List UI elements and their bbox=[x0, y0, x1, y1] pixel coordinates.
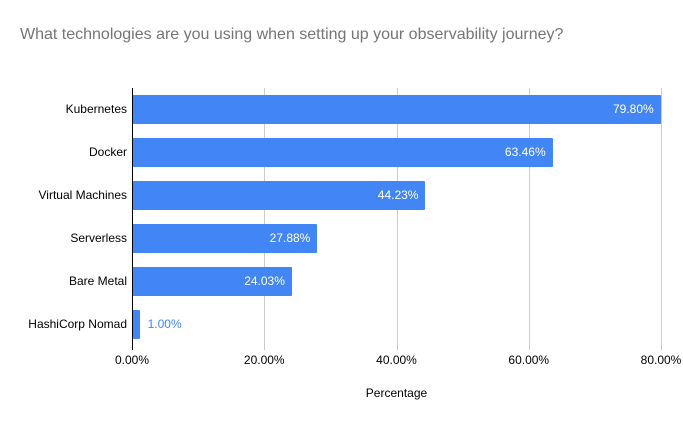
bar-row: 1.00% bbox=[133, 303, 662, 346]
chart-title: What technologies are you using when set… bbox=[20, 26, 564, 43]
category-label: Virtual Machines bbox=[38, 188, 128, 202]
bar bbox=[133, 310, 140, 339]
category-label: Kubernetes bbox=[65, 102, 127, 116]
gridline bbox=[264, 88, 266, 350]
bar-value-label: 27.88% bbox=[269, 231, 311, 245]
x-tick-label: 60.00% bbox=[508, 353, 550, 367]
bar bbox=[133, 95, 661, 124]
plot-area: 79.80% 63.46% 44.23% 27.88% 24.03% 1.00% bbox=[132, 88, 662, 350]
category-label: Bare Metal bbox=[68, 274, 127, 288]
bar-row: 27.88% bbox=[133, 217, 662, 260]
x-tick-label: 40.00% bbox=[376, 353, 417, 367]
category-label: HashiCorp Nomad bbox=[28, 317, 127, 331]
bar bbox=[133, 224, 318, 253]
bar-row: 24.03% bbox=[133, 260, 662, 303]
x-tick-label: 80.00% bbox=[640, 353, 682, 367]
bar-value-label: 63.46% bbox=[504, 145, 546, 159]
gridline bbox=[528, 88, 530, 350]
bar bbox=[133, 267, 292, 296]
x-tick-label: 0.00% bbox=[114, 353, 150, 367]
bar-row: 63.46% bbox=[133, 131, 662, 174]
category-label: Serverless bbox=[70, 231, 127, 245]
bar-value-label: 79.80% bbox=[612, 102, 654, 116]
x-axis-title: Percentage bbox=[365, 386, 428, 400]
bar-value-label: 1.00% bbox=[147, 317, 182, 331]
x-tick-label: 20.00% bbox=[243, 353, 285, 367]
bar-value-label: 24.03% bbox=[244, 274, 285, 288]
y-axis-baseline bbox=[132, 88, 133, 350]
gridline bbox=[661, 88, 662, 350]
bar bbox=[133, 181, 426, 210]
bar-row: 79.80% bbox=[133, 88, 662, 131]
gridline bbox=[396, 88, 398, 350]
category-label: Docker bbox=[88, 145, 127, 159]
bar-value-label: 44.23% bbox=[377, 188, 419, 202]
bar-row: 44.23% bbox=[133, 174, 662, 217]
bar bbox=[133, 138, 553, 167]
